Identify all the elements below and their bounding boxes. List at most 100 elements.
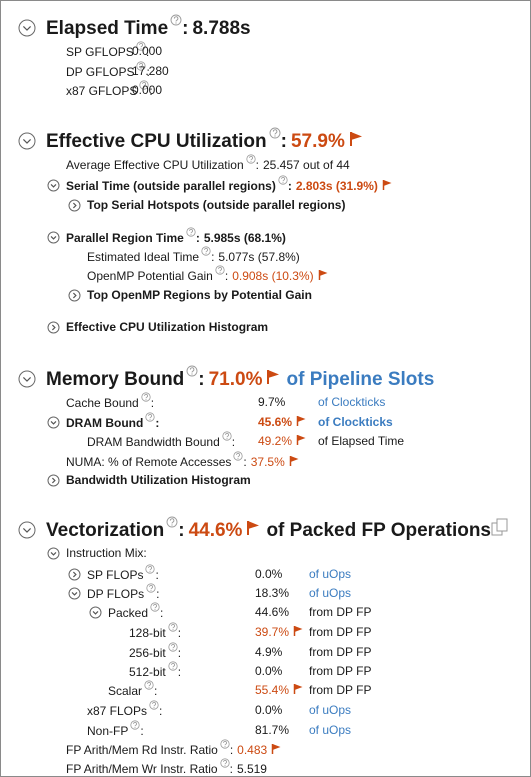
- metric-label: Cache Bound: [66, 396, 139, 410]
- metric-row[interactable]: Instruction Mix:: [66, 543, 147, 563]
- metric-unit: of uOps: [309, 586, 352, 600]
- metric-row[interactable]: Top Serial Hotspots (outside parallel re…: [87, 195, 345, 215]
- metric-label: NUMA: % of Remote Accesses: [66, 455, 232, 469]
- metric-unit: from DP FP: [309, 645, 372, 659]
- help-icon: [150, 602, 160, 612]
- value-cell: 9.7%: [258, 392, 285, 412]
- help-icon: [136, 61, 147, 71]
- value-cell: 4.9%: [255, 642, 282, 662]
- collapse-toggle[interactable]: [47, 547, 60, 560]
- metric-value: 5.077s (57.8%): [218, 250, 300, 264]
- metric-row[interactable]: Effective CPU Utilization Histogram: [66, 317, 268, 337]
- separator: [160, 606, 163, 620]
- expand-toggle[interactable]: [68, 568, 81, 581]
- help-icon: [278, 175, 288, 185]
- metric-label: 128-bit: [129, 626, 166, 640]
- separator: [288, 179, 292, 193]
- collapse-toggle[interactable]: [18, 521, 36, 539]
- metric-row[interactable]: Parallel Region Time 5.985s (68.1%): [66, 227, 286, 247]
- warning-flag: [293, 684, 303, 694]
- value-cell: 49.2%: [258, 431, 306, 451]
- metric-label: Effective CPU Utilization Histogram: [66, 320, 269, 334]
- metric-row[interactable]: Top OpenMP Regions by Potential Gain: [87, 285, 312, 305]
- help-icon: [222, 431, 232, 441]
- warning-flag: [349, 132, 362, 146]
- metric-row: x87 FLOPs 0.0% of uOps: [87, 700, 351, 720]
- metric-row: SP GFLOPS0.000: [66, 41, 162, 61]
- value-cell: 44.6%: [255, 602, 289, 622]
- value-cell: 81.7%: [255, 720, 289, 740]
- collapse-toggle[interactable]: [89, 606, 102, 619]
- metric-value: 0.908s (10.3%): [232, 269, 314, 283]
- value-cell: 39.7%: [255, 622, 303, 642]
- collapse-toggle[interactable]: [47, 416, 60, 429]
- metric-value: 5.985s (68.1%): [203, 231, 286, 245]
- metric-value: 0.0%: [255, 703, 283, 717]
- metric-value: 55.4%: [255, 683, 290, 697]
- metric-row: FP Arith/Mem Wr Instr. Ratio 5.519: [66, 758, 267, 776]
- help-icon: [130, 720, 140, 730]
- help-icon: [144, 680, 154, 690]
- warning-flag: [382, 180, 392, 190]
- metric-label: OpenMP Potential Gain: [87, 269, 213, 283]
- metric-row: 256-bit 4.9% from DP FP: [129, 642, 371, 662]
- metric-value: 0.483: [237, 743, 268, 757]
- separator: [243, 455, 246, 469]
- metric-row[interactable]: SP FLOPs 0.0% of uOps: [87, 564, 351, 584]
- help-icon: [149, 700, 159, 710]
- help-icon: [219, 758, 230, 768]
- metric-row[interactable]: Packed 44.6% from DP FP: [108, 602, 371, 622]
- expand-toggle[interactable]: [47, 474, 60, 487]
- separator: [182, 18, 188, 39]
- separator: [140, 724, 143, 738]
- separator: [230, 743, 233, 757]
- collapse-toggle[interactable]: [18, 19, 36, 37]
- metric-label: DRAM Bandwidth Bound: [87, 435, 220, 449]
- metric-row[interactable]: Serial Time (outside parallel regions) 2.…: [66, 175, 392, 195]
- expand-toggle[interactable]: [47, 321, 60, 334]
- help-icon: [145, 564, 156, 574]
- collapse-toggle[interactable]: [47, 231, 60, 244]
- help-icon: [168, 622, 178, 632]
- separator: [155, 416, 159, 430]
- value-cell: 0.0%: [255, 661, 282, 681]
- metric-value: 5.519: [236, 762, 267, 776]
- metric-row: 128-bit 39.7% from DP FP: [129, 622, 371, 642]
- expand-toggle[interactable]: [68, 289, 81, 302]
- warning-flag: [318, 270, 328, 280]
- collapse-toggle[interactable]: [18, 132, 36, 150]
- value-cell: 0.0%: [255, 564, 282, 584]
- metric-label: Serial Time (outside parallel regions): [66, 179, 276, 193]
- collapse-toggle[interactable]: [18, 370, 36, 388]
- separator: [225, 269, 228, 283]
- metric-row[interactable]: DP FLOPs 18.3% of uOps: [87, 583, 351, 603]
- metric-row: DP GFLOPS17.280: [66, 61, 169, 81]
- help-icon: [220, 739, 230, 749]
- metric-value: 44.6%: [255, 605, 290, 619]
- metric-label: Top Serial Hotspots (outside parallel re…: [87, 198, 346, 212]
- help-icon: [201, 246, 211, 256]
- section-header: Effective CPU Utilization 57.9%: [46, 127, 363, 155]
- help-icon: [215, 265, 225, 275]
- collapse-toggle[interactable]: [68, 587, 81, 600]
- metric-unit: of Clockticks: [318, 415, 393, 429]
- separator: [154, 684, 157, 698]
- metric-label: Scalar: [108, 684, 143, 698]
- separator: [178, 626, 181, 640]
- metric-row[interactable]: DRAM Bound 45.6% of Clockticks: [66, 412, 393, 432]
- metric-label: Instruction Mix:: [66, 546, 147, 560]
- warning-flag: [289, 456, 299, 466]
- metric-row[interactable]: Bandwidth Utilization Histogram: [66, 470, 251, 490]
- metric-unit: of Elapsed Time: [318, 434, 405, 448]
- metric-value: 0.000: [132, 44, 163, 58]
- metric-label: Non-FP: [87, 724, 129, 738]
- help-icon: [186, 365, 198, 377]
- expand-toggle[interactable]: [68, 199, 81, 212]
- value-cell: 18.3%: [255, 583, 289, 603]
- separator: [151, 396, 154, 410]
- collapse-toggle[interactable]: [47, 179, 60, 192]
- metric-label: x87 FLOPs: [87, 704, 148, 718]
- metric-value: 2.803s (31.9%): [295, 179, 378, 193]
- metric-value: 0.0%: [255, 664, 283, 678]
- value-cell: 0.0%: [255, 700, 282, 720]
